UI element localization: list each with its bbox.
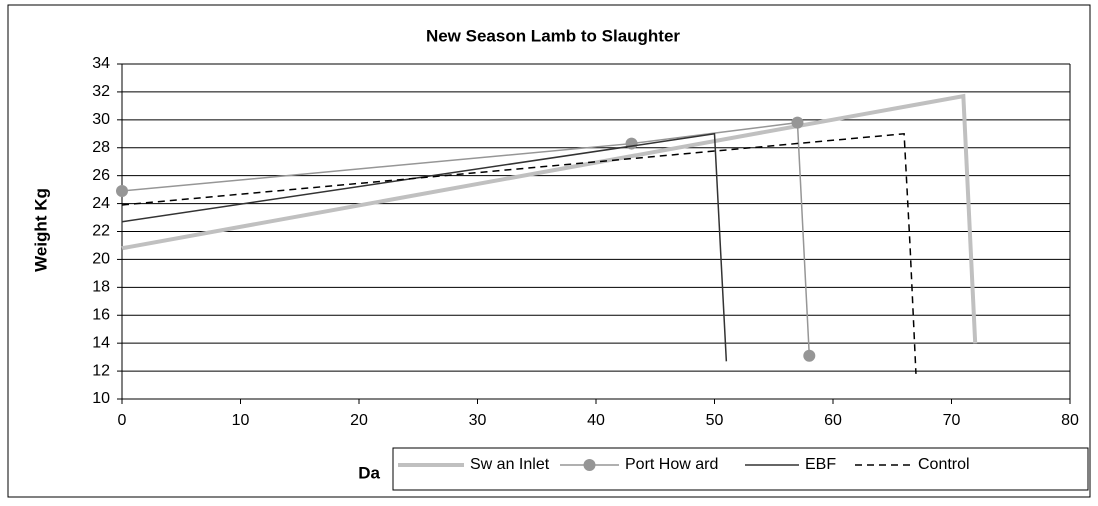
y-tick-label: 14 [92, 334, 110, 351]
legend-label: Control [918, 456, 970, 473]
point [116, 185, 128, 198]
y-tick-label: 32 [92, 83, 110, 100]
y-tick-label: 26 [92, 167, 110, 184]
y-tick-label: 20 [92, 251, 110, 268]
x-tick-label: 0 [118, 412, 127, 429]
x-tick-label: 40 [587, 412, 605, 429]
point [803, 349, 816, 362]
legend-label: Sw an Inlet [470, 456, 550, 473]
y-tick-label: 18 [92, 279, 110, 296]
y-tick-label: 10 [92, 390, 110, 407]
x-tick-label: 70 [943, 412, 961, 429]
y-tick-label: 24 [92, 195, 110, 212]
y-tick-label: 16 [92, 306, 110, 323]
series-line [121, 93, 978, 344]
y-tick-label: 34 [92, 55, 110, 72]
point [625, 137, 638, 150]
y-tick-label: 12 [92, 362, 110, 379]
legend-box [392, 447, 1089, 491]
y-tick-label: 22 [92, 223, 110, 240]
x-tick-label: 30 [469, 412, 487, 429]
chart-border [7, 4, 1091, 498]
legend-marker [583, 459, 596, 471]
series-line [121, 132, 728, 362]
legend-label: Port How ard [625, 456, 718, 473]
y-tick-label: 30 [92, 111, 110, 128]
x-tick-label: 50 [706, 412, 724, 429]
x-tick-label: 80 [1061, 412, 1079, 429]
chart-title: New Season Lamb to Slaughter [426, 26, 680, 45]
x-tick-label: 10 [232, 412, 250, 429]
x-tick-label: 60 [824, 412, 842, 429]
legend: Sw an Inlet Port How ard EBF Control [392, 447, 1089, 491]
y-axis-label: Weight Kg [31, 188, 50, 272]
legend-label: EBF [805, 456, 836, 473]
x-axis-label: Da [358, 463, 380, 482]
point [791, 116, 804, 129]
x-tick-label: 20 [350, 412, 368, 429]
y-tick-label: 28 [92, 139, 110, 156]
series-line [121, 132, 917, 374]
